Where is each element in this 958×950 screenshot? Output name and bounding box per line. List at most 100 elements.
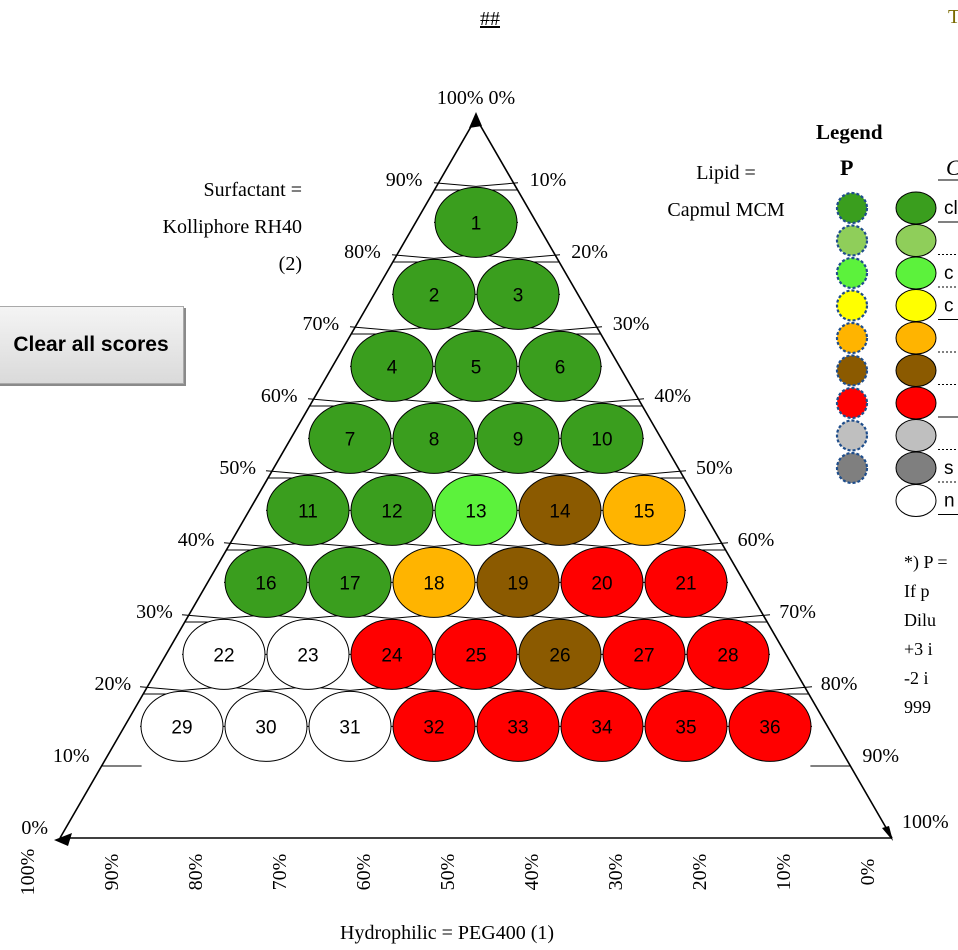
grid-line: [517, 254, 561, 259]
bottom-tick-label: 100%: [17, 849, 39, 896]
bubble-label: 30: [255, 717, 276, 738]
bubble-label: 21: [675, 573, 696, 594]
score-bubble: [224, 690, 308, 762]
score-bubble: [308, 546, 392, 618]
left-tick-label: 0%: [21, 817, 48, 839]
right-tick-label: 10%: [530, 169, 567, 191]
bottom-tick-label: 10%: [773, 854, 795, 891]
bubble-label: 1: [471, 213, 482, 234]
legend-c-swatch: [895, 289, 937, 322]
lipid-line-2: Capmul MCM: [667, 199, 785, 221]
left-tick-label: 60%: [261, 385, 298, 407]
apex-label: 100% 0%: [437, 87, 515, 109]
bubble-label: 13: [465, 501, 486, 522]
grid-line: [601, 398, 645, 403]
left-tick-label: 90%: [386, 169, 423, 191]
grid-line: [685, 542, 729, 547]
grid-line: [727, 614, 771, 619]
score-bubble: [140, 690, 224, 762]
right-tick-label: 20%: [571, 241, 608, 263]
score-bubble: [560, 402, 644, 474]
left-tick-label: 30%: [136, 601, 173, 623]
legend-p-swatch: [835, 419, 869, 452]
bubble-label: 31: [339, 717, 360, 738]
bubble-label: 35: [675, 717, 696, 738]
score-bubble: [602, 618, 686, 690]
lipid-label: Lipid = Capmul MCM: [650, 155, 802, 229]
grid-line: [769, 686, 813, 691]
score-bubble: [434, 330, 518, 402]
score-bubble: [560, 690, 644, 762]
bubble-label: 10: [591, 429, 612, 450]
legend-p-swatch: [835, 191, 869, 225]
score-bubble: [518, 474, 602, 546]
left-arrow: [54, 833, 72, 846]
footnote: *) P = If p Dilu +3 i -2 i 999: [904, 548, 948, 722]
score-bubble: [224, 546, 308, 618]
header-mark: ##: [480, 8, 500, 30]
legend-c-swatch: [895, 321, 937, 355]
bubble-label: 36: [759, 717, 780, 738]
legend-c-header: C: [946, 155, 958, 181]
bottom-tick-label: 0%: [857, 859, 879, 886]
bubble-label: 25: [465, 645, 486, 666]
legend-c-swatch: [895, 191, 937, 225]
bubble-label: 3: [513, 285, 524, 306]
score-bubble: [560, 546, 644, 618]
left-tick-label: 40%: [178, 529, 215, 551]
score-bubble: [644, 690, 728, 762]
legend-p-swatch: [835, 289, 869, 322]
bubble-label: 24: [381, 645, 403, 666]
legend-p-swatch: [835, 451, 869, 485]
left-tick-label: 70%: [303, 313, 340, 335]
score-bubble: [476, 546, 560, 618]
bubble-label: 4: [387, 357, 398, 378]
score-bubble: [476, 690, 560, 762]
grid-line: [307, 398, 351, 403]
bottom-tick-label: 90%: [101, 854, 123, 891]
apex-arrow: [469, 112, 482, 128]
score-bubble: [434, 618, 518, 690]
bubble-label: 32: [423, 717, 444, 738]
score-bubble: [392, 258, 476, 330]
legend-p-swatch: [835, 256, 869, 290]
bubble-label: 27: [633, 645, 654, 666]
score-bubble: [602, 474, 686, 546]
bottom-tick-label: 30%: [605, 854, 627, 891]
score-bubble: [476, 258, 560, 330]
bubble-label: 15: [633, 501, 654, 522]
legend-row-text: s: [944, 458, 954, 479]
surfactant-line-2: Kolliphore RH40: [162, 216, 302, 238]
left-tick-label: 80%: [344, 241, 381, 263]
footnote-line: Dilu: [904, 610, 937, 630]
score-bubble: [392, 402, 476, 474]
right-arrow: [882, 826, 893, 841]
bubble-label: 16: [255, 573, 276, 594]
right-tick-label: 40%: [654, 385, 691, 407]
edge-mark: T: [948, 6, 958, 28]
score-bubble: [182, 618, 266, 690]
footnote-line: If p: [904, 581, 930, 601]
bottom-tick-label: 80%: [185, 854, 207, 891]
bottom-tick-label: 60%: [353, 854, 375, 891]
footnote-line: *) P =: [904, 552, 948, 572]
legend-title: Legend: [816, 120, 883, 144]
bubble-label: 33: [507, 717, 528, 738]
bubble-label: 23: [297, 645, 318, 666]
legend-p-swatch: [835, 321, 869, 355]
score-bubble: [392, 546, 476, 618]
right-tick-label: 90%: [862, 745, 899, 767]
bubble-label: 34: [591, 717, 613, 738]
surfactant-line-3: (2): [278, 253, 302, 275]
clear-all-scores-button[interactable]: Clear all scores: [0, 306, 184, 384]
score-bubble: [476, 402, 560, 474]
footnote-line: -2 i: [904, 668, 929, 688]
score-bubble: [518, 330, 602, 402]
right-tick-label: 60%: [738, 529, 775, 551]
bubble-label: 5: [471, 357, 482, 378]
legend-c-swatch: [895, 386, 937, 420]
legend-c-swatch: [895, 256, 937, 290]
score-bubble: [350, 474, 434, 546]
bubble-label: 9: [513, 429, 524, 450]
